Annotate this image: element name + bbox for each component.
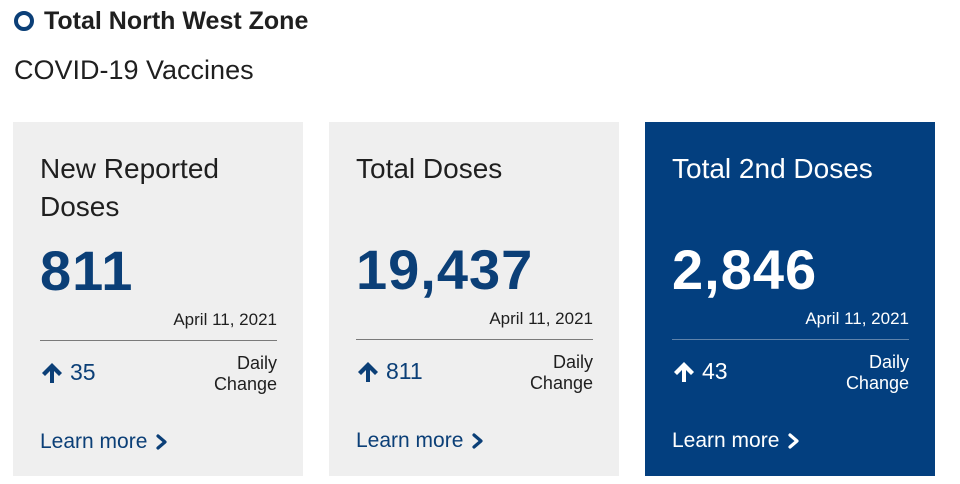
page-subtitle: COVID-19 Vaccines — [14, 55, 254, 85]
learn-more-link[interactable]: Learn more — [672, 429, 801, 453]
arrow-up-icon — [42, 362, 62, 383]
card-value: 19,437 — [356, 238, 534, 301]
daily-change: 811 — [356, 358, 423, 385]
card-title: Total 2nd Doses — [672, 153, 873, 184]
total-2nd-doses-card: Total 2nd Doses 2,846 April 11, 2021 43 … — [645, 122, 935, 476]
card-date: April 11, 2021 — [489, 309, 593, 328]
vaccine-cards: New Reported Doses 811 April 11, 2021 35… — [13, 122, 935, 476]
total-doses-card: Total Doses 19,437 April 11, 2021 811 Da… — [329, 122, 619, 476]
arrow-up-icon — [358, 361, 378, 382]
chevron-right-icon — [156, 434, 167, 450]
zone-header: Total North West Zone — [14, 6, 308, 36]
card-value: 811 — [40, 239, 134, 302]
daily-change: 35 — [40, 359, 96, 386]
change-label: Daily Change — [529, 352, 593, 393]
ring-bullet-icon — [14, 11, 34, 31]
card-divider — [356, 339, 593, 340]
card-title: New Reported Doses — [40, 153, 219, 222]
card-title: Total Doses — [356, 153, 503, 184]
arrow-up-icon — [674, 361, 694, 382]
card-date: April 11, 2021 — [805, 309, 909, 328]
change-value: 35 — [70, 359, 96, 385]
card-date: April 11, 2021 — [173, 310, 277, 329]
chevron-right-icon — [788, 433, 799, 449]
zone-title: Total North West Zone — [44, 6, 309, 35]
chevron-right-icon — [472, 433, 483, 449]
learn-more-label: Learn more — [40, 430, 148, 453]
change-label: Daily Change — [845, 352, 909, 393]
learn-more-label: Learn more — [672, 429, 780, 452]
card-divider — [40, 340, 277, 341]
daily-change: 43 — [672, 358, 728, 385]
learn-more-link[interactable]: Learn more — [40, 430, 169, 454]
change-value: 811 — [386, 358, 423, 384]
card-value: 2,846 — [672, 238, 818, 301]
change-value: 43 — [702, 358, 728, 384]
learn-more-link[interactable]: Learn more — [356, 429, 485, 453]
learn-more-label: Learn more — [356, 429, 464, 452]
new-reported-doses-card: New Reported Doses 811 April 11, 2021 35… — [13, 122, 303, 476]
card-divider — [672, 339, 909, 340]
change-label: Daily Change — [213, 353, 277, 394]
